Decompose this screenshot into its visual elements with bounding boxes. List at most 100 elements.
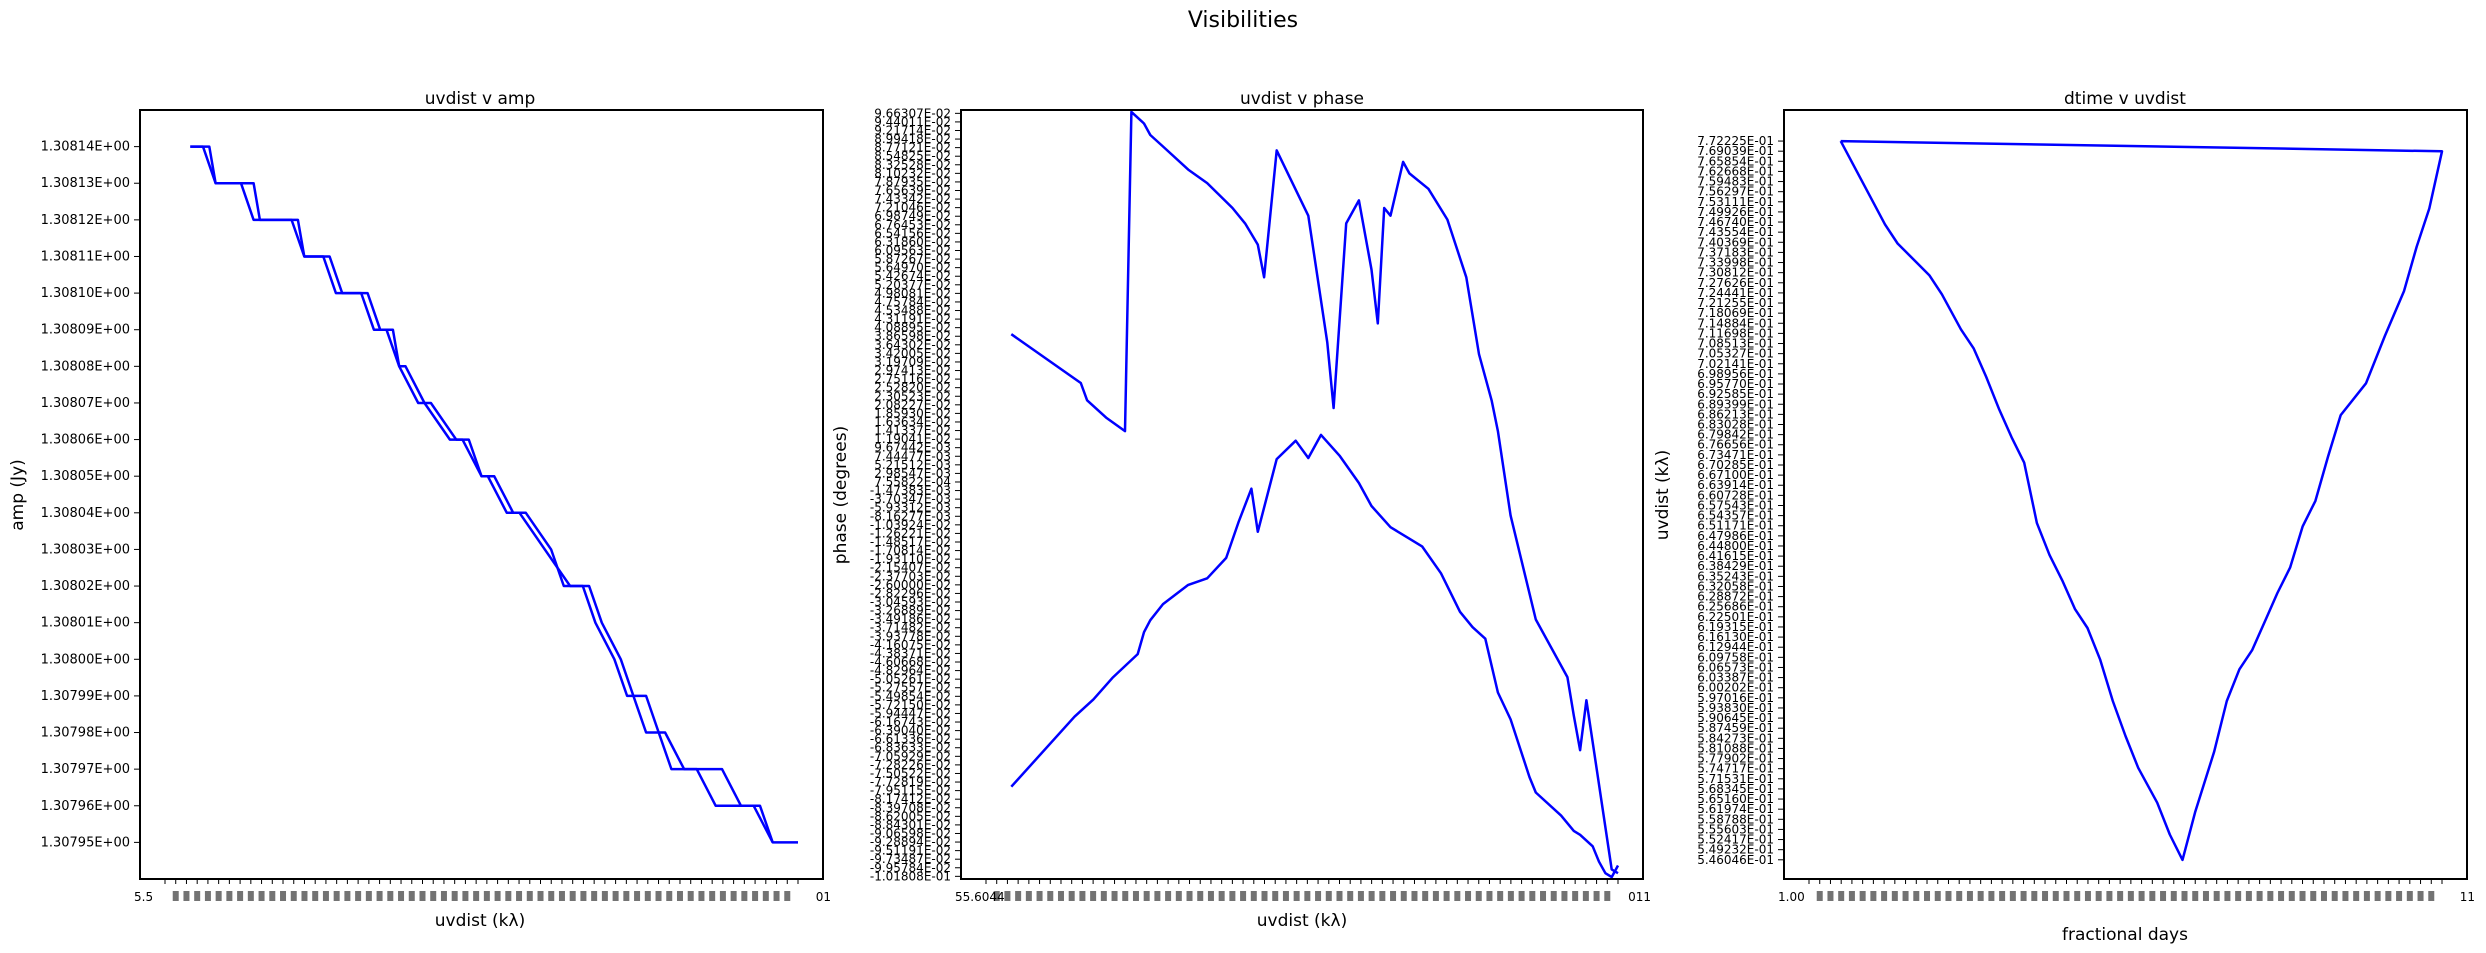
x-tick-label — [591, 891, 598, 901]
y-tick-label: -1.70814E-02 — [870, 544, 951, 558]
dtime-v-uvdist-panel: dtime v uvdist fractional days uvdist (k… — [1653, 89, 2475, 945]
x-tick-label — [301, 891, 308, 901]
y-tick-label: 6.98956E-01 — [1697, 367, 1774, 381]
y-tick-label: 7.59483E-01 — [1697, 175, 1774, 189]
y-tick-label: 6.35243E-01 — [1697, 569, 1774, 583]
x-tick-label — [2020, 891, 2027, 901]
y-tick-label: -3.70347E-03 — [870, 492, 951, 506]
y-tick-label: 1.30797E+00 — [41, 762, 130, 777]
x-tick-label — [2063, 891, 2070, 901]
ylabel-amp: amp (Jy) — [8, 459, 28, 531]
y-tick-label: 5.65160E-01 — [1697, 792, 1774, 806]
x-tick-label — [1540, 891, 1547, 901]
x-tick-label — [1902, 891, 1909, 901]
y-tick-label: 6.57543E-01 — [1697, 498, 1774, 512]
y-tick-label: -5.05261E-02 — [870, 672, 951, 686]
y-tick-label: 7.87935E-02 — [874, 175, 951, 189]
y-tick-label: 1.30800E+00 — [41, 652, 130, 667]
y-tick-label: 5.74717E-01 — [1697, 762, 1774, 776]
x-tick-label — [2363, 891, 2370, 901]
x-tick-label — [333, 891, 340, 901]
x-tick-label — [601, 891, 608, 901]
y-tick-label: 1.30795E+00 — [41, 835, 130, 850]
x-tick-label — [666, 891, 673, 901]
xlabel-phase: uvdist (kλ) — [1257, 911, 1347, 931]
y-tick-label: 6.79842E-01 — [1697, 428, 1774, 442]
y-tick-label: -3.26889E-02 — [870, 604, 951, 618]
x-tick-label — [719, 891, 726, 901]
x-tick-label — [1047, 891, 1054, 901]
x-tick-label — [355, 891, 362, 901]
x-tick-label — [280, 891, 287, 901]
y-tick-label: 6.38429E-01 — [1697, 559, 1774, 573]
y-tick-label: -5.94447E-02 — [870, 706, 951, 720]
x-tick-label — [2245, 891, 2252, 901]
y-tick-label: 1.41337E-02 — [874, 424, 951, 438]
y-tick-label: 6.44800E-01 — [1697, 539, 1774, 553]
x-tick-label — [462, 891, 469, 901]
y-tick-label: -5.27557E-02 — [870, 681, 951, 695]
y-tick-label: 3.86598E-02 — [874, 329, 951, 343]
y-tick-label: 1.30812E+00 — [41, 213, 130, 228]
ylabel-phase: phase (degrees) — [831, 426, 851, 564]
x-tick-label — [2181, 891, 2188, 901]
x-tick-label — [1816, 891, 1823, 901]
y-tick-label: 6.54357E-01 — [1697, 509, 1774, 523]
x-tick-label — [2310, 891, 2317, 901]
y-tick-label: 9.44011E-02 — [874, 115, 951, 129]
x-tick-label — [1379, 891, 1386, 901]
y-tick-label: 1.30801E+00 — [41, 616, 130, 631]
x-tick-label-first: 1.00 — [1778, 890, 1805, 904]
y-tick-label: 6.73471E-01 — [1697, 448, 1774, 462]
y-tick-label: 7.65854E-01 — [1697, 154, 1774, 168]
y-tick-label: 8.54825E-02 — [874, 149, 951, 163]
y-tick-label: 7.65639E-02 — [874, 183, 951, 197]
y-tick-label: -7.95115E-02 — [870, 784, 951, 798]
y-tick-label: 2.98547E-03 — [874, 466, 951, 480]
y-tick-label: 6.22501E-01 — [1697, 610, 1774, 624]
x-tick-label — [1218, 891, 1225, 901]
y-tick-label: 7.14884E-01 — [1697, 316, 1774, 330]
x-tick-label — [2192, 891, 2199, 901]
y-tick-label: -9.28894E-02 — [870, 835, 951, 849]
y-tick-label: 2.08227E-02 — [874, 398, 951, 412]
x-tick-label — [526, 891, 533, 901]
y-tick-label: 7.30812E-01 — [1697, 266, 1774, 280]
y-tick-label: 1.30796E+00 — [41, 799, 130, 814]
y-tick-label: 1.30807E+00 — [41, 396, 130, 411]
x-tick-label — [2160, 891, 2167, 901]
y-tick-label: 5.58788E-01 — [1697, 812, 1774, 826]
plot-frame-dtime — [1783, 109, 2468, 880]
series-line-0 — [1010, 433, 1620, 879]
y-tick-label: 7.33998E-01 — [1697, 256, 1774, 270]
x-tick-label — [741, 891, 748, 901]
x-tick-label — [2299, 891, 2306, 901]
x-tick-label — [1100, 891, 1107, 901]
x-tick-label — [1165, 891, 1172, 901]
y-tick-label: 4.75784E-02 — [874, 295, 951, 309]
x-tick-label — [365, 891, 372, 901]
x-tick-label — [2202, 891, 2209, 901]
x-tick-label — [269, 891, 276, 901]
y-tick-label: -1.93110E-02 — [870, 552, 951, 566]
y-tick-label: 1.30802E+00 — [41, 579, 130, 594]
y-tick-label: -4.38371E-02 — [870, 646, 951, 660]
y-tick-label: -8.39708E-02 — [870, 801, 951, 815]
y-tick-label: 6.12944E-01 — [1697, 640, 1774, 654]
y-tick-label: 6.67100E-01 — [1697, 468, 1774, 482]
y-tick-label: 5.46046E-01 — [1697, 853, 1774, 867]
x-tick-label — [430, 891, 437, 901]
x-tick-label — [440, 891, 447, 901]
x-tick-label — [2374, 891, 2381, 901]
y-tick-label: 5.68345E-01 — [1697, 782, 1774, 796]
y-tick-label: 5.87267E-02 — [874, 252, 951, 266]
x-tick-label — [1282, 891, 1289, 901]
x-tick-label — [516, 891, 523, 901]
x-tick-label — [215, 891, 222, 901]
x-tick-label — [2235, 891, 2242, 901]
x-tick-label — [2385, 891, 2392, 901]
y-tick-label: -9.73487E-02 — [870, 852, 951, 866]
y-tick-label: 6.76656E-01 — [1697, 438, 1774, 452]
y-tick-label: -8.17412E-02 — [870, 792, 951, 806]
